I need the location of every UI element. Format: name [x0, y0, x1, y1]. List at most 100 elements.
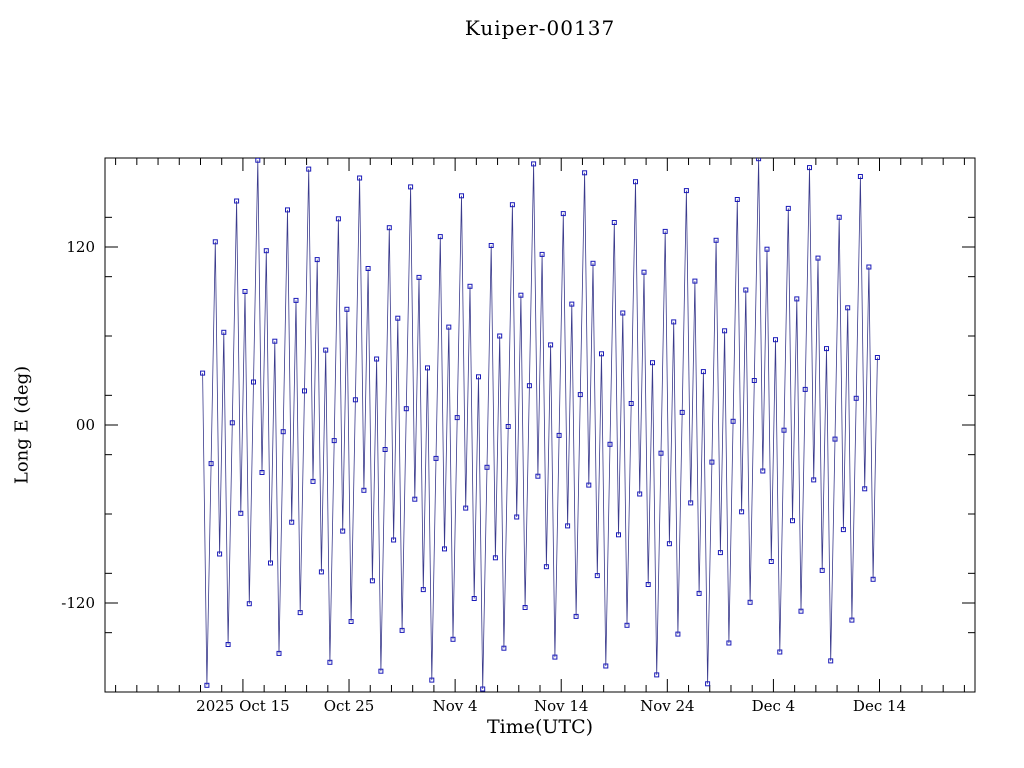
- data-point: [853, 395, 859, 401]
- data-point: [666, 541, 672, 547]
- data-point: [463, 505, 469, 511]
- data-point: [467, 283, 473, 289]
- data-point: [318, 569, 324, 575]
- data-point: [331, 438, 337, 444]
- data-point: [607, 441, 613, 447]
- data-point: [289, 519, 295, 525]
- data-point: [429, 677, 435, 683]
- data-point: [798, 608, 804, 614]
- data-path: [202, 158, 878, 690]
- data-point: [811, 477, 817, 483]
- data-point: [420, 587, 426, 593]
- y-tick-label: 00: [76, 416, 95, 434]
- data-point: [637, 491, 643, 497]
- data-point: [849, 617, 855, 623]
- data-point: [302, 388, 307, 394]
- data-point: [874, 355, 880, 360]
- data-point: [633, 179, 638, 185]
- data-point: [819, 567, 825, 573]
- data-point: [425, 365, 430, 371]
- data-point: [442, 546, 447, 552]
- x-tick-label: 2025 Oct 15: [196, 697, 290, 715]
- data-point: [700, 369, 706, 375]
- data-point: [599, 351, 604, 357]
- data-point: [416, 274, 422, 280]
- data-point: [382, 447, 388, 452]
- data-point: [548, 342, 554, 348]
- data-point: [488, 243, 494, 248]
- data-point: [221, 329, 227, 335]
- data-point: [590, 260, 596, 266]
- data-point: [756, 158, 762, 162]
- data-point: [866, 264, 872, 270]
- data-point: [433, 455, 439, 461]
- data-point: [768, 559, 774, 564]
- data-point: [314, 257, 320, 263]
- data-point: [645, 582, 651, 587]
- data-point: [348, 619, 354, 624]
- data-point: [862, 486, 868, 492]
- x-tick-label: Dec 4: [752, 697, 796, 715]
- data-point: [662, 228, 668, 234]
- data-point: [204, 682, 210, 688]
- y-tick-label: -120: [61, 594, 95, 612]
- data-point: [459, 193, 464, 199]
- data-point: [408, 184, 414, 190]
- data-point: [722, 328, 728, 334]
- data-point: [577, 392, 583, 398]
- data-point: [785, 205, 791, 211]
- data-point: [671, 319, 677, 325]
- data-point: [552, 654, 558, 660]
- data-point: [340, 528, 346, 534]
- data-point: [781, 427, 787, 433]
- data-point: [399, 627, 405, 633]
- data-point: [582, 170, 588, 176]
- chart-title: Kuiper-00137: [464, 16, 616, 40]
- data-point: [543, 564, 549, 570]
- x-tick-label: Nov 24: [640, 697, 695, 715]
- data-point: [683, 188, 689, 194]
- data-point: [569, 301, 575, 307]
- data-point: [807, 165, 812, 171]
- data-point: [824, 346, 829, 352]
- data-point: [471, 596, 477, 601]
- data-point: [352, 397, 358, 403]
- data-point: [560, 211, 566, 217]
- data-point: [484, 464, 490, 470]
- x-tick-label: Dec 14: [853, 697, 906, 715]
- data-point: [717, 550, 723, 556]
- x-tick-label: Oct 25: [324, 697, 375, 715]
- data-point: [323, 347, 329, 353]
- data-point: [734, 197, 740, 202]
- data-point: [705, 681, 711, 687]
- data-point: [437, 234, 443, 240]
- data-point: [446, 324, 452, 330]
- data-point: [603, 663, 609, 669]
- data-point: [306, 166, 312, 172]
- data-point: [395, 315, 401, 321]
- data-point: [285, 207, 290, 213]
- data-point: [624, 622, 630, 628]
- data-point: [654, 672, 660, 678]
- data-point: [272, 338, 278, 344]
- data-point: [573, 613, 579, 619]
- data-point: [200, 370, 206, 376]
- data-point: [628, 401, 634, 406]
- data-point: [815, 255, 821, 261]
- data-point: [650, 360, 655, 366]
- data-point: [365, 266, 371, 271]
- data-point: [374, 356, 380, 362]
- data-point: [539, 251, 545, 257]
- data-series: [200, 158, 880, 692]
- data-point: [217, 551, 223, 557]
- data-point: [836, 214, 842, 220]
- data-point: [692, 278, 698, 284]
- y-tick-label: 120: [66, 238, 95, 256]
- data-point: [790, 518, 795, 524]
- data-point: [386, 225, 392, 231]
- data-point: [594, 573, 600, 579]
- data-point: [225, 642, 231, 647]
- data-point: [870, 576, 876, 582]
- data-point: [505, 424, 511, 429]
- data-point: [709, 459, 715, 465]
